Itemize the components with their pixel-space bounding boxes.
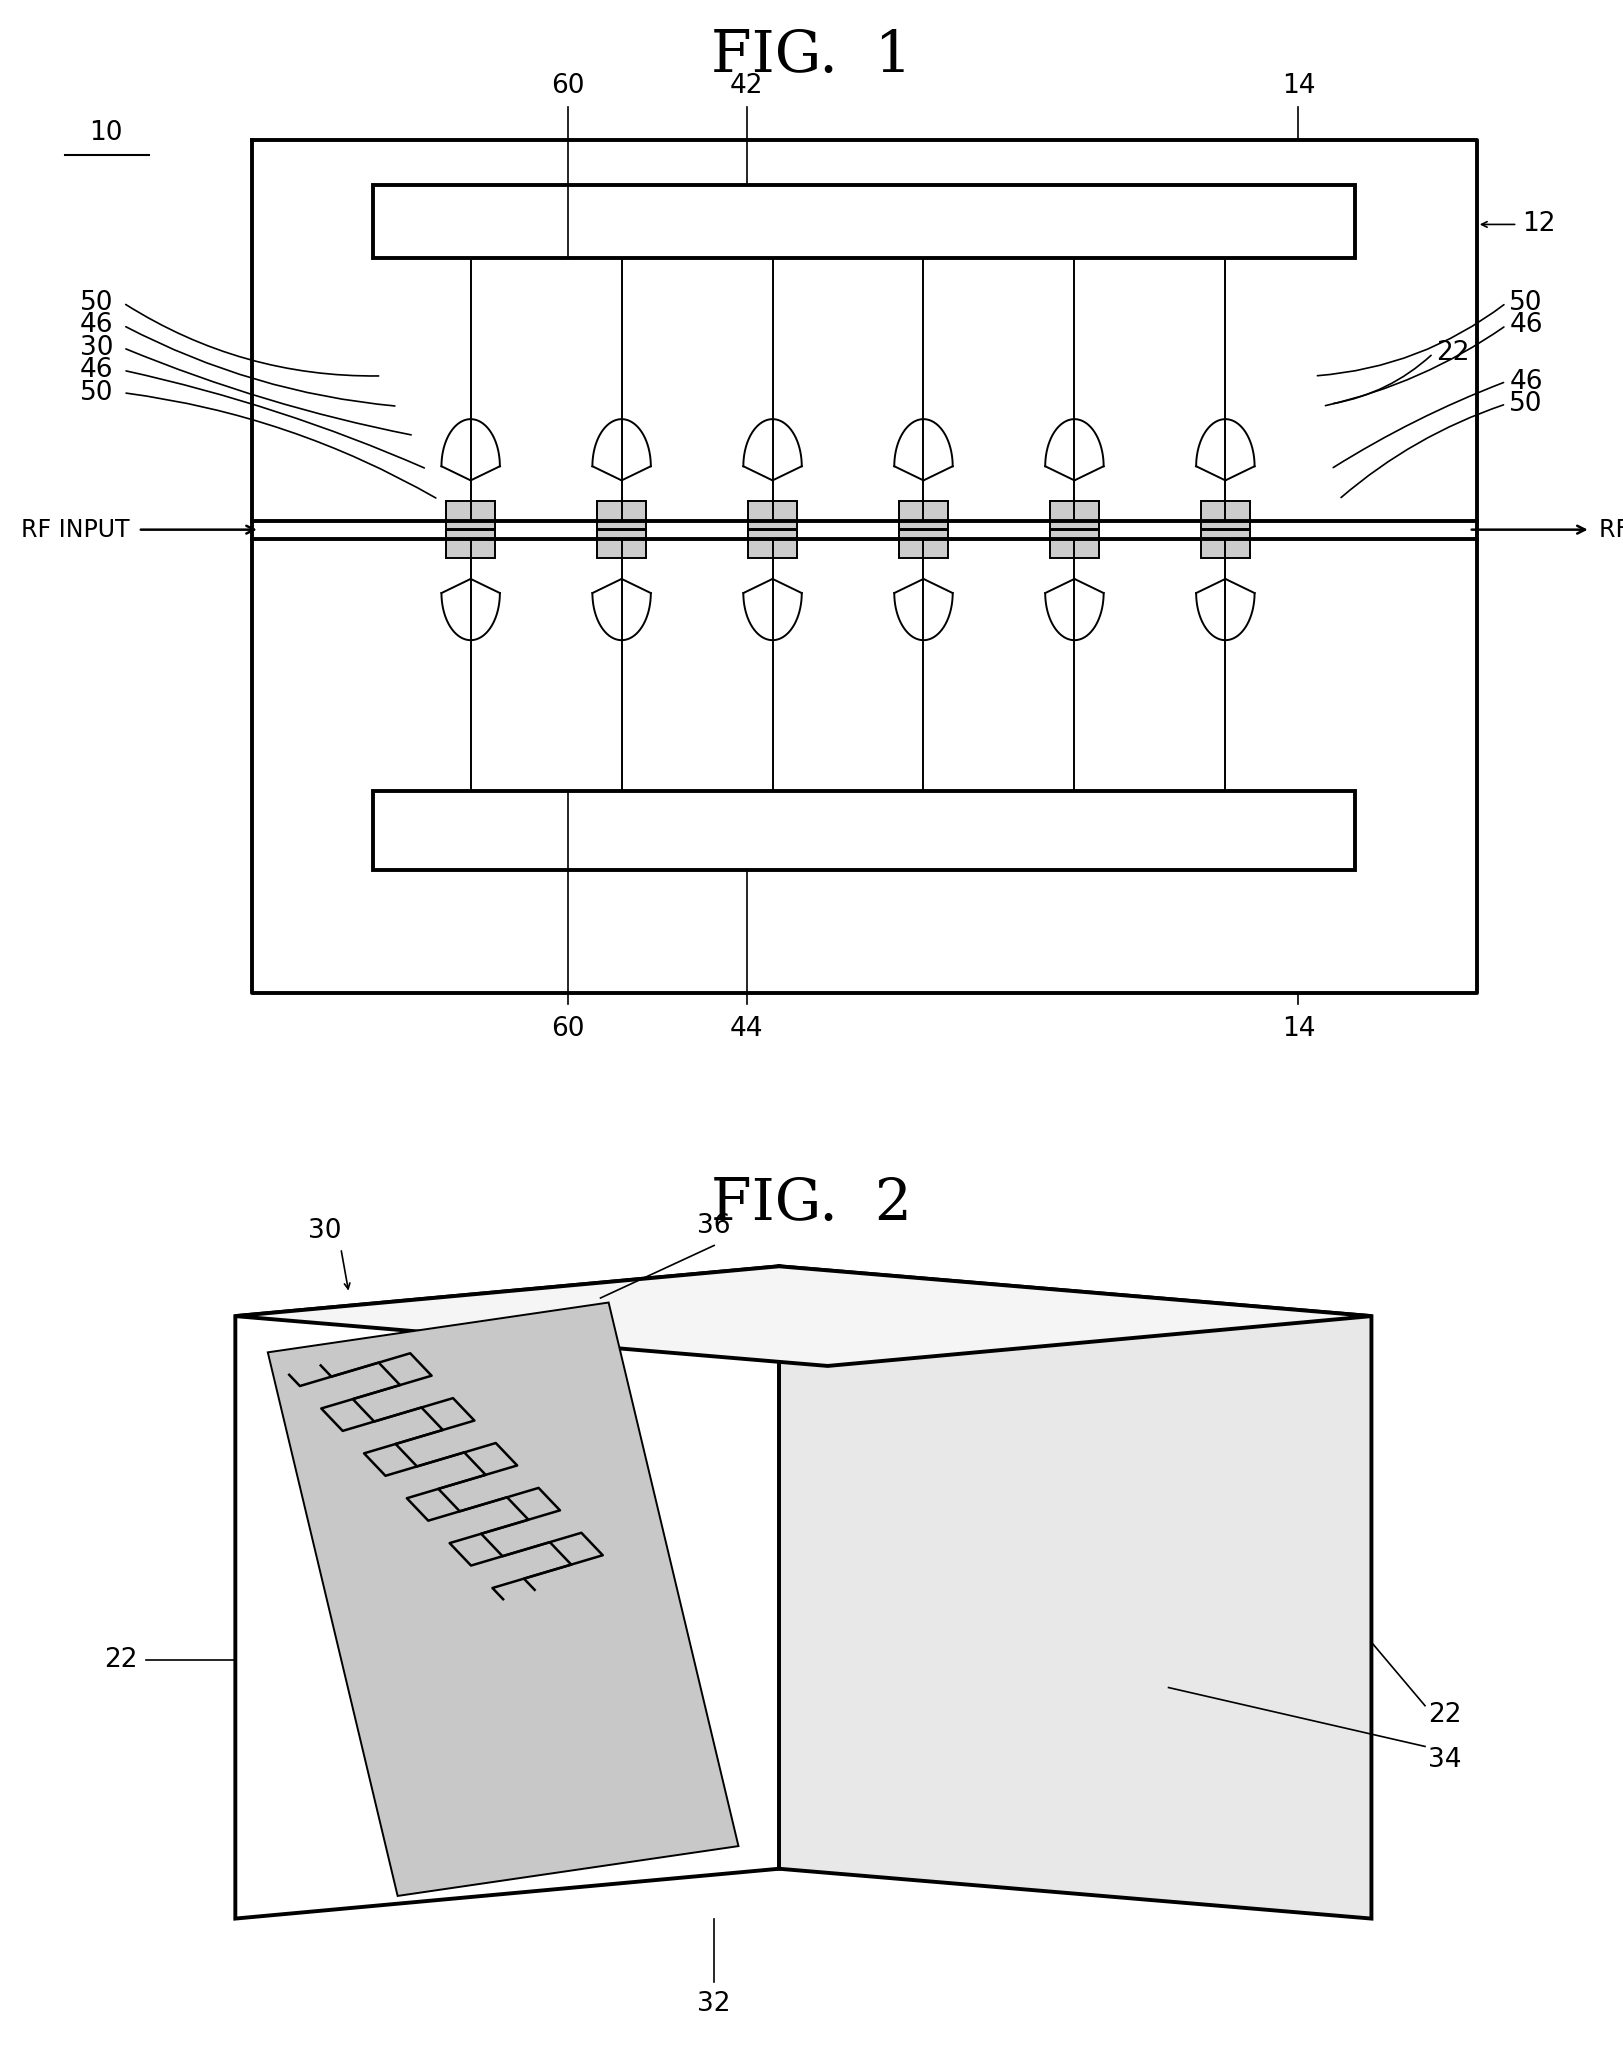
Bar [899,500,948,529]
Text: 14: 14 [1282,1015,1315,1042]
Polygon shape [779,1266,1371,1919]
Polygon shape [235,1266,779,1919]
Polygon shape [268,1303,738,1896]
Text: 50: 50 [80,290,114,315]
Text: RF INPUT: RF INPUT [21,517,130,542]
Text: 14: 14 [1282,72,1315,99]
Text: 46: 46 [80,358,114,383]
Text: 50: 50 [1509,290,1543,315]
Text: 50: 50 [80,379,114,406]
Text: 22: 22 [104,1647,138,1674]
Text: 10: 10 [89,119,122,146]
Bar [373,791,1355,869]
Text: FIG.  2: FIG. 2 [711,1176,912,1231]
Text: 46: 46 [80,313,114,338]
Text: 50: 50 [1509,391,1543,418]
Bar [1050,531,1099,558]
Bar [899,531,948,558]
Bar [373,185,1355,257]
Text: 22: 22 [1428,1701,1462,1728]
Bar [748,531,797,558]
Text: 22: 22 [1436,340,1470,367]
Bar [597,531,646,558]
Text: 12: 12 [1522,212,1556,237]
Text: 32: 32 [698,1991,730,2018]
Text: 60: 60 [552,1015,584,1042]
Bar [1201,500,1250,529]
Text: 42: 42 [730,72,763,99]
Text: 34: 34 [1428,1746,1462,1773]
Bar [597,500,646,529]
Text: 36: 36 [698,1213,730,1240]
Text: 60: 60 [552,72,584,99]
Text: 30: 30 [308,1217,341,1244]
Text: 46: 46 [1509,369,1543,395]
Bar [748,500,797,529]
Bar [1201,531,1250,558]
Text: 30: 30 [80,336,114,360]
Polygon shape [235,1266,1371,1365]
Text: RF OUTPUT: RF OUTPUT [1599,517,1623,542]
Bar [1050,500,1099,529]
Bar [446,531,495,558]
Text: FIG.  1: FIG. 1 [711,29,912,84]
Text: 44: 44 [730,1015,763,1042]
Text: 46: 46 [1509,313,1543,338]
Bar [446,500,495,529]
